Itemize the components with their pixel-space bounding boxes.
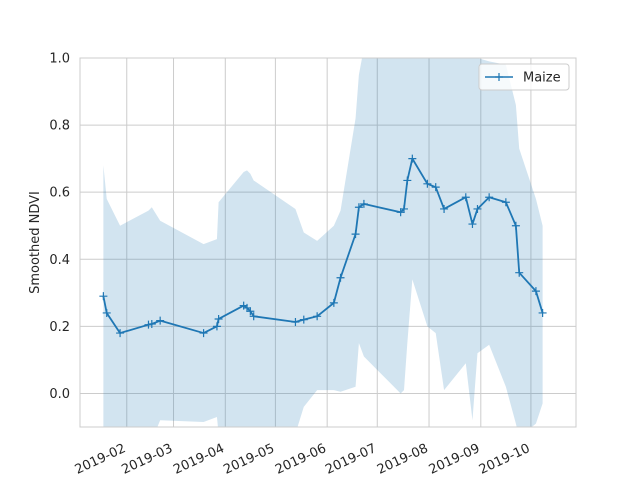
data-point — [423, 179, 432, 188]
data-point — [212, 322, 221, 331]
y-tick-label: 0.6 — [49, 186, 70, 201]
series-layer — [99, 154, 547, 338]
legend-box — [478, 63, 570, 91]
data-point — [403, 176, 412, 185]
data-point — [116, 329, 125, 338]
data-point — [468, 220, 477, 229]
data-point — [99, 292, 108, 301]
y-tick-label: 1.0 — [49, 52, 70, 67]
data-point — [485, 193, 494, 202]
y-tick-label: 0.8 — [49, 119, 70, 134]
data-point — [473, 204, 482, 213]
data-point — [199, 329, 208, 338]
y-tick-label: 0.0 — [49, 387, 70, 402]
data-point — [461, 193, 470, 202]
data-point — [329, 298, 338, 307]
y-tick-label: 0.2 — [49, 320, 70, 335]
data-point — [249, 312, 258, 321]
y-tick-label: 0.4 — [49, 253, 70, 268]
data-point — [246, 307, 255, 316]
data-point — [501, 198, 510, 207]
data-point — [440, 204, 449, 213]
data-point — [313, 312, 322, 321]
uncertainty-band — [103, 58, 543, 427]
data-point — [354, 203, 363, 212]
data-point — [399, 204, 408, 213]
plot-area — [80, 58, 576, 427]
y-axis-ticks: 0.0 0.2 0.4 0.6 0.8 1.0 — [49, 52, 70, 402]
data-point — [408, 154, 417, 163]
data-point — [359, 199, 368, 208]
data-point — [515, 268, 524, 277]
y-axis-label: Smoothed NDVI — [28, 191, 43, 294]
legend: Maize — [478, 63, 570, 91]
data-point — [147, 320, 156, 329]
data-point — [351, 230, 360, 239]
data-point — [243, 303, 252, 312]
legend-label-maize: Maize — [523, 71, 561, 86]
data-point — [102, 308, 111, 317]
data-point — [144, 320, 153, 329]
data-point — [396, 208, 405, 217]
uncertainty-band-layer — [103, 58, 543, 427]
data-point — [214, 314, 223, 323]
data-point — [299, 315, 308, 324]
data-point — [291, 318, 300, 327]
data-point — [156, 316, 165, 325]
data-point — [511, 221, 520, 230]
plot-frame — [79, 57, 577, 428]
legend-plus-marker — [495, 73, 503, 81]
data-point — [431, 183, 440, 192]
data-point — [531, 287, 540, 296]
data-point — [538, 308, 547, 317]
data-point — [336, 273, 345, 282]
